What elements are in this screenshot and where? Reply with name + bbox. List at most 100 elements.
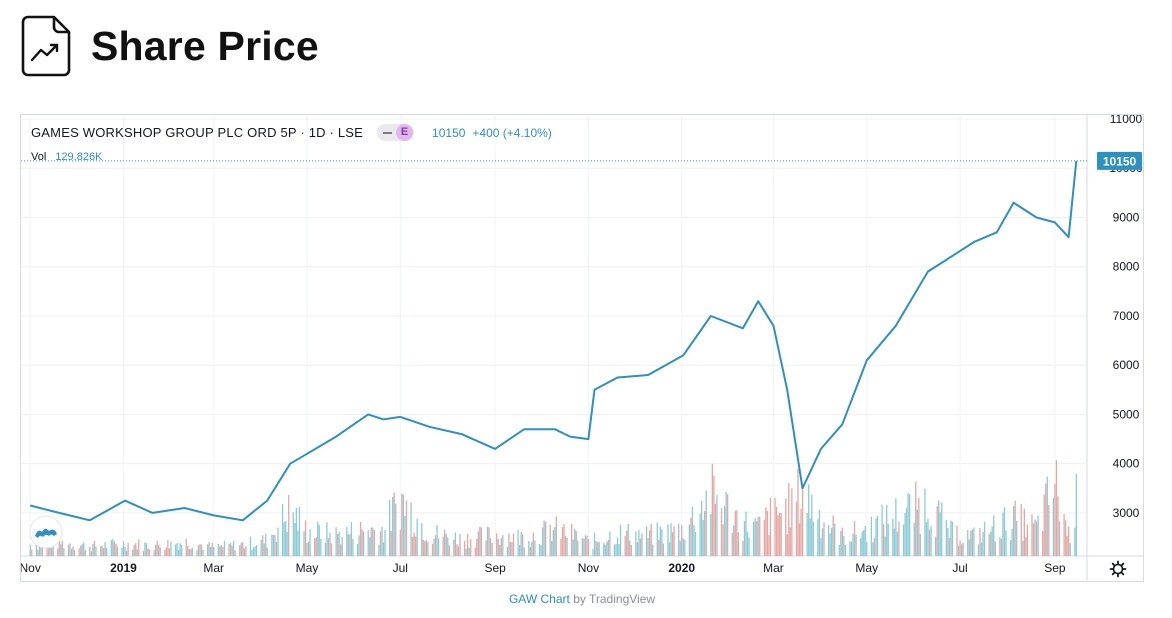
volume-bar xyxy=(122,541,125,556)
volume-bar xyxy=(1045,483,1047,556)
attribution-brand-link[interactable]: GAW Chart xyxy=(508,592,570,606)
volume-bar xyxy=(260,539,262,556)
volume-bar xyxy=(222,547,224,556)
volume-bar xyxy=(329,532,331,556)
volume-bar xyxy=(613,544,616,556)
volume-bar xyxy=(243,548,245,556)
x-tick-label: 2020 xyxy=(668,561,695,575)
volume-bar xyxy=(918,497,920,556)
volume-bar xyxy=(806,512,808,556)
volume-bar xyxy=(581,538,583,556)
volume-bar xyxy=(502,535,504,556)
volume-bar xyxy=(196,550,198,556)
volume-bar xyxy=(902,524,905,556)
volume-bar xyxy=(295,507,297,556)
volume-bar xyxy=(37,549,39,556)
settings-gear-icon[interactable] xyxy=(1112,563,1124,575)
volume-bar xyxy=(358,535,360,556)
volume-bar xyxy=(682,538,684,556)
volume-bar xyxy=(630,544,632,556)
volume-bar xyxy=(711,463,713,556)
volume-bar xyxy=(320,538,322,556)
volume-bar xyxy=(720,508,723,556)
volume-bar xyxy=(817,519,819,556)
volume-bar xyxy=(81,544,83,556)
volume-bar xyxy=(988,534,990,556)
volume-bar xyxy=(873,538,876,556)
volume-bar xyxy=(785,498,787,556)
volume-bar xyxy=(411,536,414,556)
volume-bar xyxy=(477,531,479,556)
volume-bar xyxy=(823,522,825,556)
volume-bar xyxy=(188,549,190,556)
volume-bar xyxy=(821,528,824,556)
volume-bar xyxy=(561,527,564,556)
minus-icon[interactable] xyxy=(383,131,393,134)
volume-value: 129.826K xyxy=(55,151,103,163)
volume-bar xyxy=(466,534,469,556)
volume-bar xyxy=(700,501,703,556)
volume-bar xyxy=(272,534,275,556)
volume-bar xyxy=(604,544,606,556)
volume-bar xyxy=(928,529,931,556)
volume-bar xyxy=(1058,521,1061,556)
volume-bar xyxy=(223,541,226,556)
volume-bar xyxy=(710,514,712,556)
volume-bar xyxy=(266,547,268,556)
volume-bar xyxy=(1055,460,1058,556)
volume-bar xyxy=(681,524,683,556)
volume-bar xyxy=(255,545,258,556)
volume-bar xyxy=(624,536,626,556)
page-title: Share Price xyxy=(91,22,319,69)
volume-bar xyxy=(930,526,932,556)
volume-bar xyxy=(497,538,499,556)
volume-bar xyxy=(177,550,180,556)
volume-bar xyxy=(433,538,435,556)
volume-bar xyxy=(635,531,637,556)
volume-bar xyxy=(245,546,247,556)
volume-bar xyxy=(1034,519,1036,556)
indicator-toggle[interactable]: E xyxy=(377,124,415,141)
volume-bar xyxy=(1011,529,1013,556)
volume-bar xyxy=(688,524,691,556)
volume-bar xyxy=(827,525,830,556)
symbol-name[interactable]: GAMES WORKSHOP GROUP PLC ORD 5P · 1D · L… xyxy=(31,125,364,140)
volume-bar xyxy=(500,538,502,556)
volume-bar xyxy=(283,522,285,556)
volume-bar xyxy=(736,510,738,556)
volume-bar xyxy=(240,542,242,556)
volume-bar xyxy=(870,516,873,556)
volume-bar xyxy=(229,542,232,556)
volume-bar xyxy=(304,520,307,556)
volume-bar xyxy=(754,518,756,556)
share-price-chart[interactable]: 3000400050006000700080009000100001100010… xyxy=(20,114,1144,582)
chart-canvas[interactable]: 3000400050006000700080009000100001100010… xyxy=(21,115,1143,581)
price-line[interactable] xyxy=(29,160,1078,522)
volume-bar xyxy=(164,549,166,556)
volume-bar xyxy=(306,542,308,556)
volume-bar xyxy=(716,494,718,556)
earnings-event-badge[interactable]: E xyxy=(396,124,414,141)
volume-bar xyxy=(80,545,82,556)
volume-bar xyxy=(983,521,986,556)
volume-bar xyxy=(769,497,772,556)
volume-bar xyxy=(991,526,993,556)
volume-bar xyxy=(104,542,106,556)
volume-bar xyxy=(379,531,382,556)
volume-bar xyxy=(876,516,879,556)
volume-bar xyxy=(993,515,995,556)
volume-bar xyxy=(457,546,460,556)
volume-bar xyxy=(860,538,862,556)
volume-bar xyxy=(1032,523,1035,556)
volume-bar xyxy=(723,506,726,556)
volume-bar xyxy=(587,538,590,556)
volume-bar xyxy=(208,541,210,556)
volume-bar xyxy=(447,537,449,556)
volume-bar xyxy=(690,517,692,556)
volume-bar xyxy=(1075,473,1077,556)
volume-bar xyxy=(382,542,385,556)
x-tick-label: Mar xyxy=(763,561,784,575)
volume-bar xyxy=(286,531,288,556)
volume-bar xyxy=(479,526,481,556)
volume-bar xyxy=(671,532,674,556)
